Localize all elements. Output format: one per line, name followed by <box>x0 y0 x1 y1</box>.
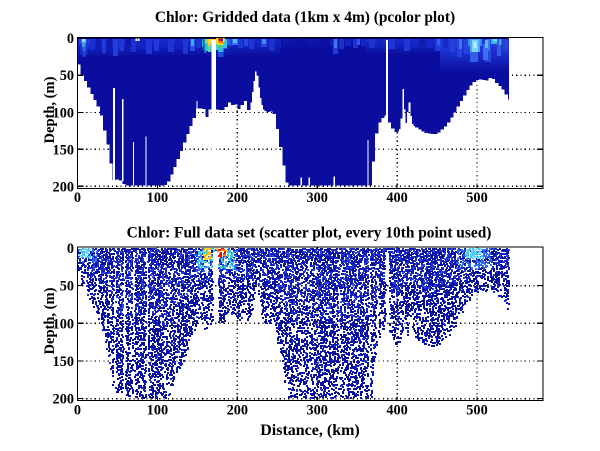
svg-text:300: 300 <box>306 403 327 419</box>
svg-text:0: 0 <box>74 403 81 419</box>
svg-text:Depth, (m): Depth, (m) <box>42 287 58 354</box>
svg-text:200: 200 <box>53 179 74 195</box>
svg-text:100: 100 <box>53 105 74 121</box>
svg-text:200: 200 <box>227 403 248 419</box>
svg-text:0: 0 <box>67 31 74 47</box>
svg-text:200: 200 <box>53 392 74 408</box>
svg-text:0: 0 <box>67 241 74 257</box>
svg-text:50: 50 <box>60 279 74 295</box>
svg-text:100: 100 <box>147 190 168 206</box>
svg-text:150: 150 <box>53 142 74 158</box>
svg-text:0: 0 <box>74 190 81 206</box>
svg-text:Chlor: Gridded data (1km x 4m): Chlor: Gridded data (1km x 4m) (pcolor p… <box>155 9 455 26</box>
svg-text:Chlor: Full data set (scatter: Chlor: Full data set (scatter plot, ever… <box>127 225 492 242</box>
svg-text:400: 400 <box>386 403 407 419</box>
svg-text:100: 100 <box>53 316 74 332</box>
svg-text:Distance, (km): Distance, (km) <box>260 422 360 439</box>
svg-text:500: 500 <box>466 190 487 206</box>
svg-text:500: 500 <box>466 403 487 419</box>
svg-text:400: 400 <box>386 190 407 206</box>
svg-text:50: 50 <box>60 68 74 84</box>
svg-text:100: 100 <box>147 403 168 419</box>
svg-text:150: 150 <box>53 354 74 370</box>
svg-text:300: 300 <box>306 190 327 206</box>
svg-text:200: 200 <box>227 190 248 206</box>
svg-text:Depth, (m): Depth, (m) <box>42 76 58 143</box>
